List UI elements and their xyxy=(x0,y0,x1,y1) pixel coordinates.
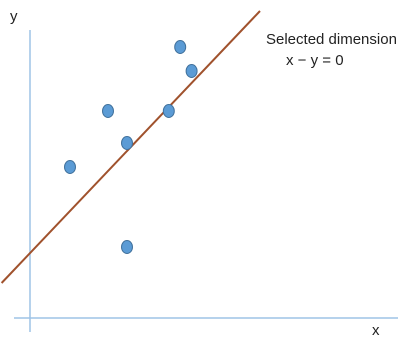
data-point xyxy=(121,240,133,254)
line-equation: x − y = 0 xyxy=(286,52,344,69)
selected-dimension-label: Selected dimension xyxy=(266,31,397,48)
y-axis-label: y xyxy=(10,8,18,25)
data-point xyxy=(121,136,133,150)
data-point xyxy=(102,104,114,118)
x-axis-label: x xyxy=(372,322,380,338)
data-point xyxy=(185,64,198,78)
data-point xyxy=(64,160,76,174)
data-point xyxy=(174,40,187,54)
data-point xyxy=(162,104,175,118)
data-points xyxy=(64,40,198,254)
